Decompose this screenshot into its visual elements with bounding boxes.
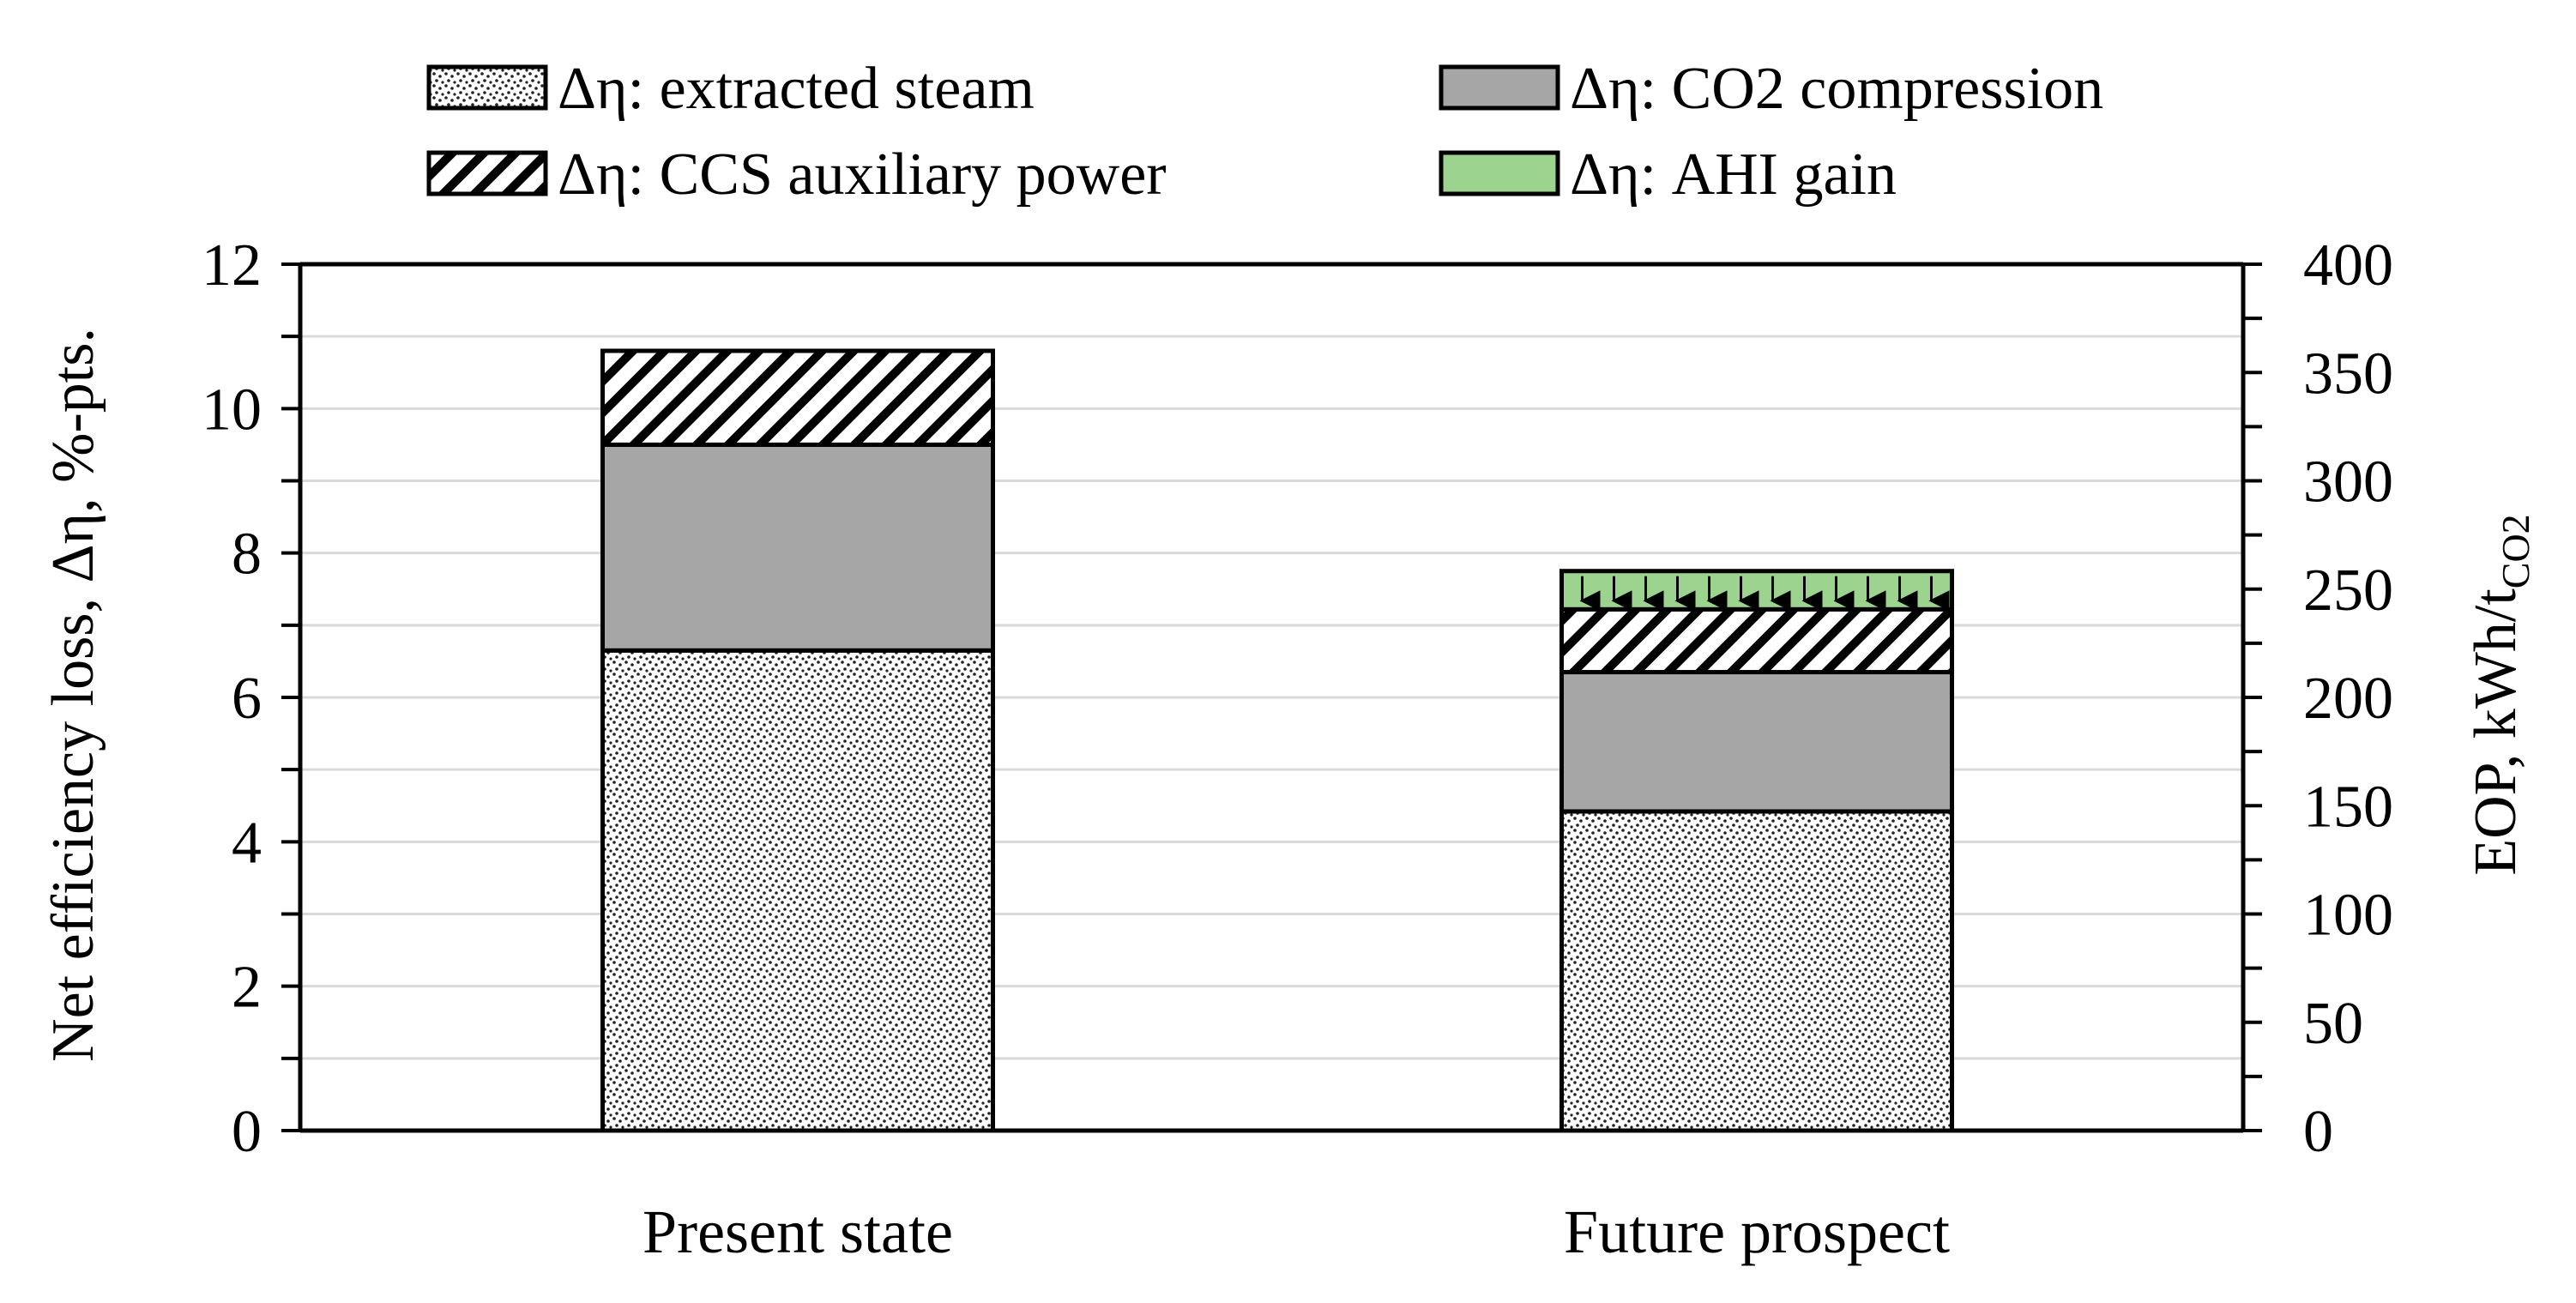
y2-tick-label: 250 — [2303, 558, 2393, 624]
y-tick-label: 2 — [232, 955, 262, 1021]
bar-segment — [600, 442, 995, 653]
y-tick-label: 4 — [232, 810, 262, 876]
legend-swatch — [426, 64, 548, 111]
secondary-y-axis-label-main: EOP, kWh/t — [2463, 588, 2529, 876]
secondary-y-axis-label-subscript: CO2 — [2494, 514, 2537, 588]
bar-segment — [600, 648, 995, 1133]
legend-swatch — [1439, 150, 1560, 196]
y-tick-label: 12 — [202, 232, 262, 299]
bar-segment — [1559, 606, 1954, 675]
legend-label: Δη: extracted steam — [558, 56, 1035, 122]
y2-tick-label: 50 — [2303, 991, 2363, 1057]
y-tick-label: 8 — [232, 522, 262, 588]
x-category-label: Future prospect — [1564, 1197, 1950, 1266]
y-axis-label: Net efficiency loss, Δη, %-pts. — [40, 328, 106, 1062]
y2-tick-label: 100 — [2303, 883, 2393, 949]
y2-tick-label: 150 — [2303, 774, 2393, 840]
ticks: 0 2 4 6 8 10 12 0 50 100 150 200 250 300 350 400 Present… — [202, 232, 2393, 1266]
legend-label: Δη: CO2 compression — [1570, 56, 2103, 122]
x-category-label: Present state — [642, 1197, 953, 1266]
legend-swatch — [426, 150, 548, 196]
bar-segment — [1559, 809, 1954, 1133]
legend-label: Δη: AHI gain — [1570, 142, 1897, 208]
y-tick-label: 0 — [232, 1099, 262, 1165]
legend-swatch — [1439, 64, 1560, 111]
y-tick-label: 6 — [232, 666, 262, 732]
bars — [600, 348, 1954, 1133]
y2-tick-label: 200 — [2303, 666, 2393, 732]
y2-tick-label: 300 — [2303, 449, 2393, 516]
y2-tick-label: 350 — [2303, 341, 2393, 407]
secondary-y-axis-label: EOP, kWh/tCO2 — [2463, 514, 2537, 875]
y2-tick-label: 400 — [2303, 232, 2393, 299]
bar-segment — [1559, 569, 1954, 612]
bar-segment — [1559, 670, 1954, 814]
legend: Δη: extracted steam Δη: CO2 compression Δη… — [426, 56, 2103, 208]
bar-segment — [600, 348, 995, 447]
y-tick-label: 10 — [202, 377, 262, 443]
legend-label: Δη: CCS auxiliary power — [558, 142, 1167, 208]
y2-tick-label: 0 — [2303, 1099, 2333, 1165]
